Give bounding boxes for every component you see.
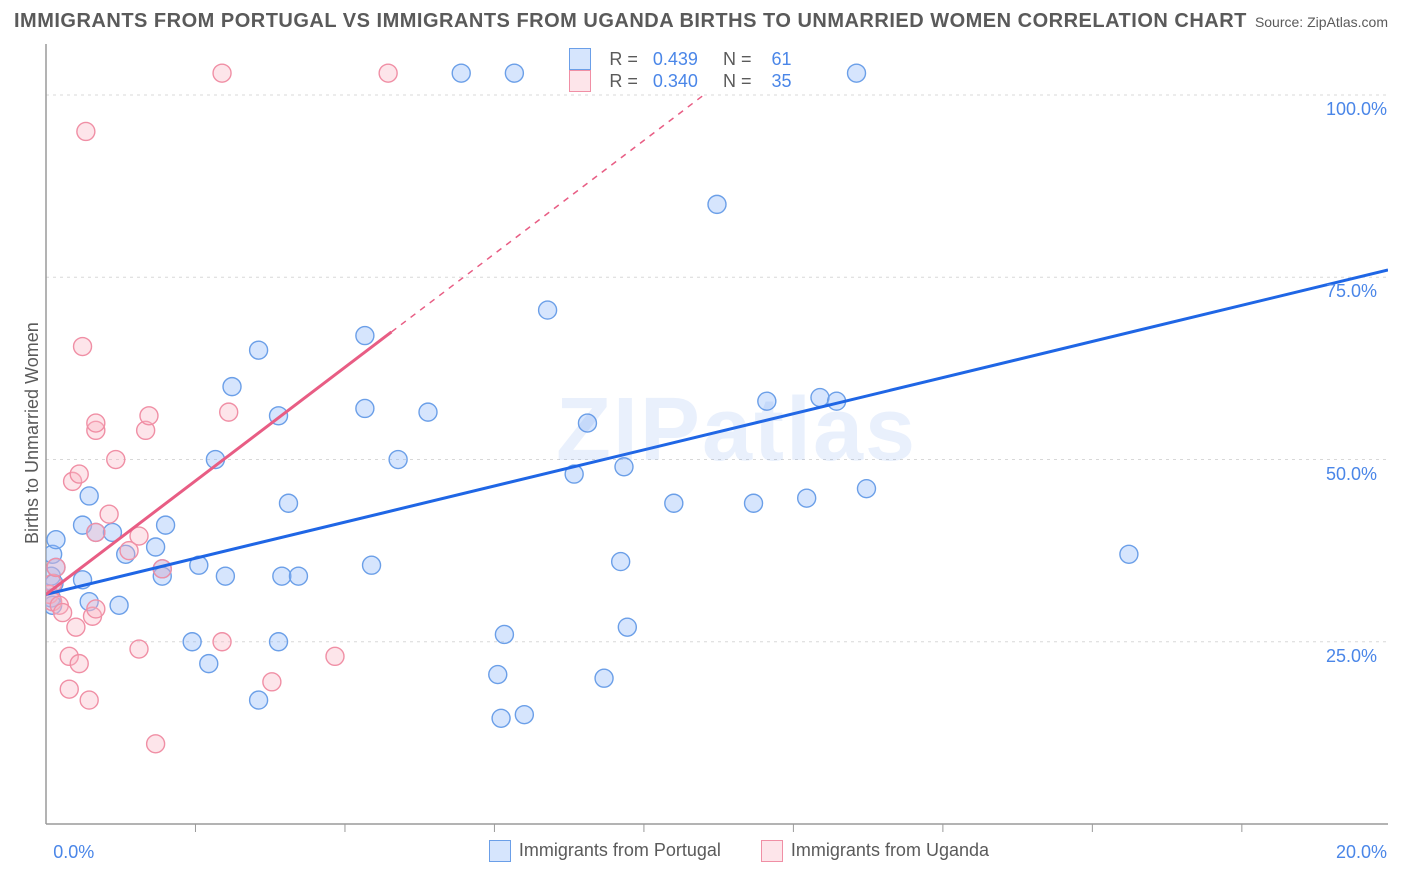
- r-label: R =: [609, 49, 643, 70]
- blue-swatch-icon: [569, 48, 591, 70]
- pink-swatch-icon: [569, 70, 591, 92]
- n-value: 61: [771, 49, 791, 70]
- x-tick-label: 0.0%: [53, 842, 94, 863]
- legend-row: R = 0.340 N = 35: [569, 70, 791, 92]
- n-value: 35: [771, 71, 791, 92]
- chart-container: IMMIGRANTS FROM PORTUGAL VS IMMIGRANTS F…: [0, 0, 1406, 892]
- legend-label: Immigrants from Uganda: [791, 840, 989, 860]
- r-value: 0.340: [653, 71, 698, 92]
- n-label: N =: [708, 71, 762, 92]
- pink-swatch-icon: [761, 840, 783, 862]
- legend-item: Immigrants from Portugal: [489, 840, 721, 862]
- y-tick-label: 50.0%: [1326, 464, 1377, 485]
- blue-swatch-icon: [489, 840, 511, 862]
- scatter-plot: [0, 0, 1406, 892]
- y-tick-label: 25.0%: [1326, 646, 1377, 667]
- legend-row: R = 0.439 N = 61: [569, 48, 791, 70]
- r-label: R =: [609, 71, 643, 92]
- legend-label: Immigrants from Portugal: [519, 840, 721, 860]
- y-tick-label: 75.0%: [1326, 281, 1377, 302]
- n-label: N =: [708, 49, 762, 70]
- series-legend: Immigrants from Portugal Immigrants from …: [489, 840, 989, 862]
- x-tick-label: 20.0%: [1336, 842, 1387, 863]
- correlation-legend: R = 0.439 N = 61R = 0.340 N = 35: [569, 48, 791, 92]
- r-value: 0.439: [653, 49, 698, 70]
- y-tick-label: 100.0%: [1326, 99, 1387, 120]
- legend-item: Immigrants from Uganda: [761, 840, 989, 862]
- y-axis-label: Births to Unmarried Women: [22, 322, 43, 544]
